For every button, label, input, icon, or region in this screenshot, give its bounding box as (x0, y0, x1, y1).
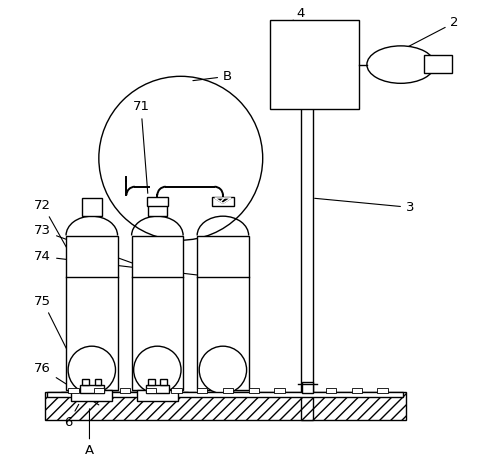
Bar (136, 390, 177, 401)
Bar (301, 382, 312, 393)
Bar (301, 81, 313, 421)
Polygon shape (214, 198, 230, 203)
Bar (131, 236, 183, 390)
Text: 6: 6 (64, 404, 79, 429)
Text: 4: 4 (293, 7, 304, 20)
Bar (94, 388, 104, 393)
Bar (61, 392, 187, 406)
Bar (47, 392, 402, 397)
Text: 74: 74 (34, 250, 213, 277)
Circle shape (68, 346, 115, 394)
Bar (45, 392, 405, 421)
Bar (82, 379, 89, 385)
Text: B: B (192, 70, 231, 83)
Bar (148, 379, 154, 385)
Circle shape (199, 346, 246, 394)
Bar (222, 388, 233, 393)
Bar (160, 379, 166, 385)
Text: 76: 76 (34, 363, 99, 405)
Bar (66, 236, 117, 390)
Bar (377, 388, 387, 393)
Circle shape (99, 76, 262, 240)
Circle shape (133, 346, 181, 394)
Bar (325, 388, 336, 393)
Text: 71: 71 (132, 100, 149, 193)
Text: A: A (85, 409, 94, 457)
Bar (212, 196, 233, 206)
Bar (248, 388, 259, 393)
Text: 3: 3 (314, 198, 414, 214)
Bar (423, 55, 451, 73)
Bar (274, 388, 284, 393)
Text: 75: 75 (34, 294, 74, 364)
Bar (146, 196, 168, 206)
Bar (80, 385, 103, 393)
Bar (94, 379, 101, 385)
Text: 72: 72 (34, 199, 74, 261)
Text: 73: 73 (34, 224, 147, 268)
Bar (68, 388, 79, 393)
Bar (120, 388, 130, 393)
Bar (145, 388, 156, 393)
Bar (147, 198, 167, 217)
Text: 2: 2 (398, 16, 458, 52)
Bar (171, 388, 181, 393)
Bar (71, 390, 112, 401)
Bar (351, 388, 361, 393)
Bar (82, 198, 101, 217)
Bar (197, 236, 248, 390)
Bar (45, 392, 405, 421)
Bar (269, 20, 358, 109)
Bar (197, 388, 207, 393)
Ellipse shape (366, 46, 434, 83)
Bar (145, 385, 169, 393)
